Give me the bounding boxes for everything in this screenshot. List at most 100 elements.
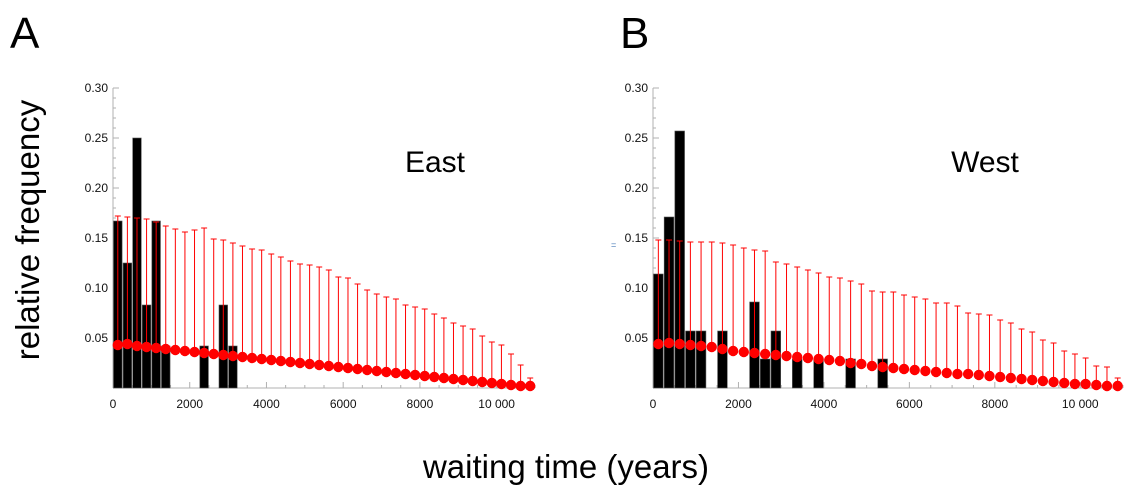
simulated-mean-point [208,348,219,360]
simulated-mean-point [695,340,707,352]
simulated-mean-point [352,363,363,375]
simulated-mean-point [1048,376,1059,388]
simulated-mean-point [909,364,920,376]
simulated-mean-point [198,347,210,359]
observed-bar [760,358,771,389]
simulated-mean-point [973,369,984,381]
x-tick-label: 4000 [253,397,280,411]
simulated-mean-point [1112,380,1123,392]
x-tick-label: 6000 [330,397,357,411]
simulated-mean-point [285,356,296,368]
simulated-mean-point [962,368,974,380]
simulated-mean-point [877,361,888,373]
observed-bar [792,358,803,389]
simulated-mean-point [505,379,517,391]
simulated-mean-point [1080,378,1091,390]
simulated-mean-point [674,338,685,350]
simulated-mean-point [856,358,867,370]
x-tick-label: 0 [650,397,657,411]
simulated-mean-point [294,357,306,369]
y-tick-label: 0.30 [625,81,649,95]
simulated-mean-point [727,345,739,357]
simulated-mean-point [653,338,664,350]
y-tick-label: 0.30 [85,81,109,95]
simulated-mean-point [1059,377,1070,389]
y-tick-label: 0.25 [85,131,109,145]
simulated-mean-point [409,369,421,381]
simulated-mean-point [486,377,498,389]
y-tick-label: 0.10 [625,281,649,295]
simulated-mean-point [1027,374,1038,386]
simulated-mean-point [400,368,411,380]
simulated-mean-point [515,380,526,392]
simulated-mean-point [1016,373,1027,385]
simulated-mean-point [429,371,440,383]
simulated-mean-point [381,366,392,378]
chart-east: 0.05 0.10 0.15 0.20 0.25 0.30 0 2000 4000 6000 800… [85,81,536,411]
simulated-mean-point [663,337,675,349]
simulated-mean-point [218,349,229,361]
y-tick-label: 0.20 [85,181,109,195]
simulated-mean-point [813,353,824,365]
simulated-mean-point [170,344,181,356]
simulated-mean-point [141,341,152,353]
simulated-mean-point [920,365,931,377]
simulated-mean-point [496,378,507,390]
x-tick-label: 6000 [896,397,923,411]
simulated-mean-point [438,372,450,384]
x-axis-label: waiting time (years) [422,448,710,485]
simulated-mean-point [1101,380,1113,392]
chart-west: 0.05 0.10 0.15 0.20 0.25 0.30 0 2000 4000 6000 800… [625,81,1124,411]
simulated-mean-point [685,339,696,351]
simulated-mean-point [525,380,536,392]
simulated-mean-point [930,366,942,378]
simulated-mean-point [1037,375,1049,387]
simulated-mean-point [112,339,123,351]
x-tick-label: 8000 [981,397,1008,411]
stray-mark: = [611,240,617,250]
y-tick-label: 0.25 [625,131,649,145]
y-tick-label: 0.05 [85,331,109,345]
region-annotation: West [951,146,1019,179]
simulated-mean-point [952,368,963,380]
simulated-mean-point [898,363,910,375]
simulated-mean-point [342,362,354,374]
simulated-mean-point [131,340,143,352]
simulated-mean-point [467,375,478,387]
simulated-mean-point [266,354,277,366]
simulated-mean-point [792,351,803,363]
simulated-mean-point [717,343,728,355]
y-axis-label-container: relative frequency [6,60,50,400]
simulated-mean-point [706,341,717,353]
simulated-mean-point [770,349,782,361]
simulated-mean-point [759,348,771,360]
simulated-mean-point [834,355,846,367]
simulated-mean-point [866,360,878,372]
x-tick-label: 8000 [407,397,434,411]
simulated-mean-point [824,354,835,366]
simulated-mean-point [314,359,325,371]
simulated-mean-point [361,364,373,376]
simulated-mean-point [323,360,334,372]
y-tick-label: 0.15 [625,231,649,245]
simulated-mean-point [227,350,239,362]
simulated-mean-point [160,343,171,355]
panel-letter-b: B [620,9,650,58]
simulated-mean-point [189,346,200,358]
simulated-mean-point [781,350,792,362]
simulated-mean-point [1091,379,1102,391]
panel-letter-a: A [10,9,40,58]
simulated-mean-point [1005,372,1017,384]
y-tick-label: 0.20 [625,181,649,195]
simulated-mean-point [256,353,267,365]
x-tick-label: 2000 [725,397,752,411]
simulated-mean-point [179,345,191,357]
y-tick-label: 0.15 [85,231,109,245]
simulated-mean-point [419,370,430,382]
x-tick-label: 0 [110,397,117,411]
simulated-mean-point [888,362,899,374]
simulated-mean-point [749,347,760,359]
simulated-mean-point [371,365,382,377]
simulated-mean-point [477,376,488,388]
x-tick-label: 4000 [811,397,838,411]
